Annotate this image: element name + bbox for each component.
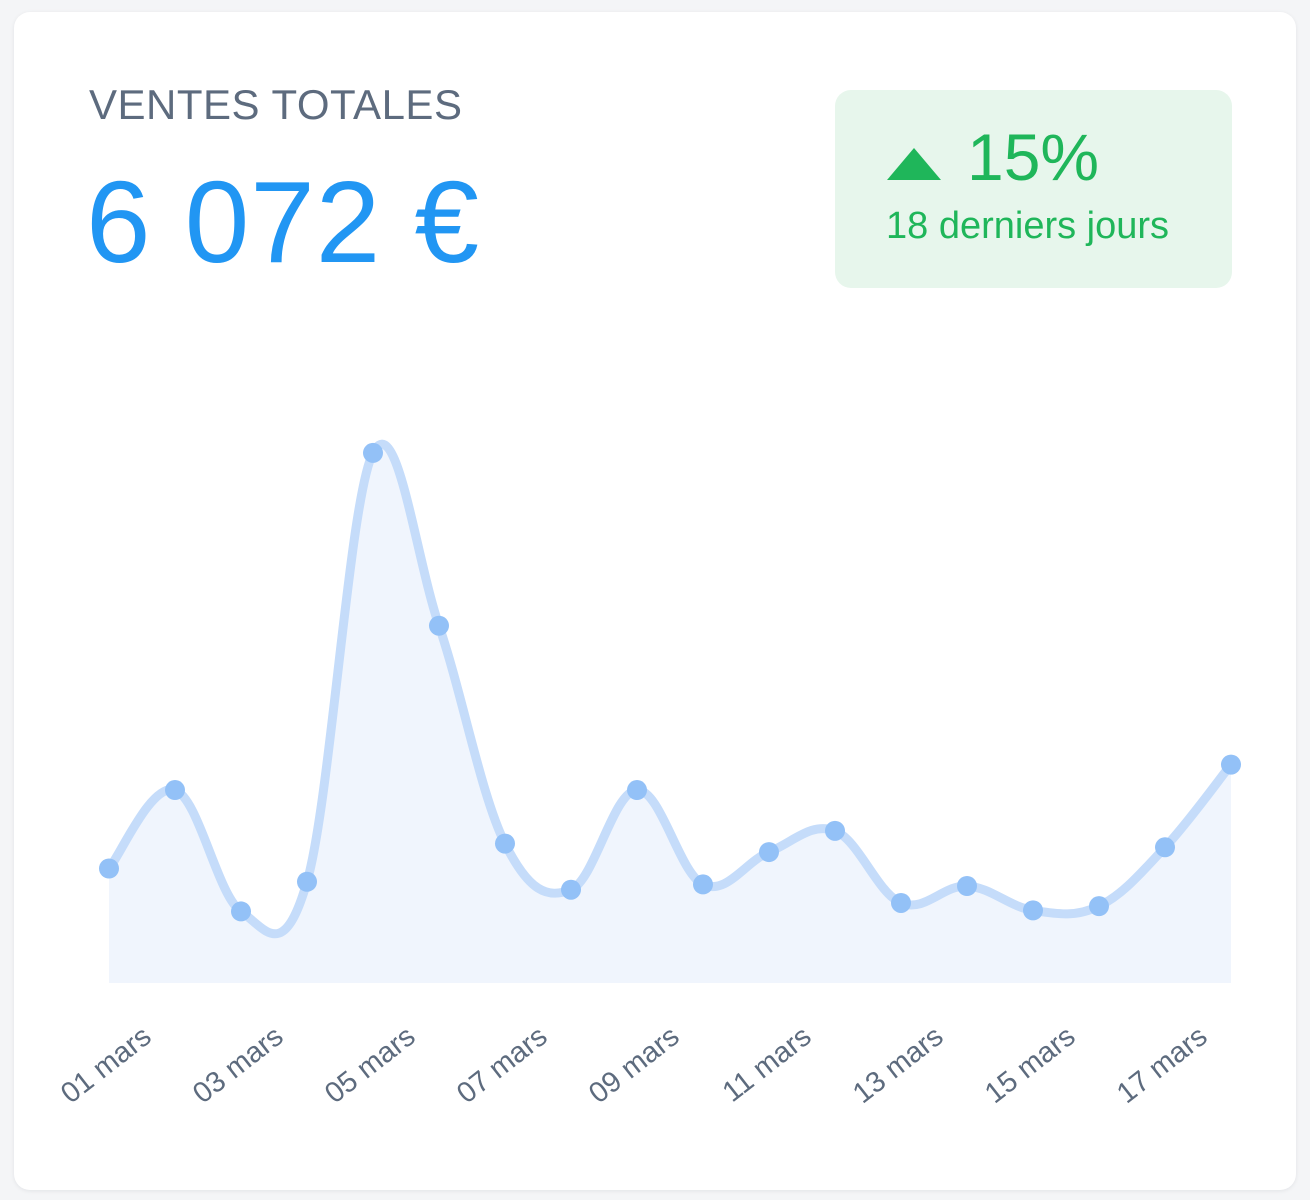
growth-badge: 15% 18 derniers jours [835, 90, 1232, 288]
data-point-01-mars[interactable] [99, 858, 119, 879]
data-point-12-mars[interactable] [825, 820, 845, 841]
x-tick-label: 07 mars [451, 1020, 553, 1110]
data-point-15-mars[interactable] [1023, 900, 1043, 921]
data-point-13-mars[interactable] [891, 892, 911, 913]
sales-card: VENTES TOTALES 6 072 € 15% 18 derniers j… [14, 12, 1296, 1190]
growth-period: 18 derniers jours [886, 205, 1170, 247]
x-tick-label: 05 mars [319, 1020, 421, 1110]
arrow-up-icon [887, 148, 941, 180]
x-tick-label: 11 mars [717, 1020, 818, 1108]
x-tick-label: 03 mars [187, 1020, 289, 1110]
data-point-11-mars[interactable] [759, 842, 779, 863]
total-sales-value: 6 072 € [86, 157, 481, 287]
data-point-07-mars[interactable] [495, 833, 515, 854]
sales-line [104, 439, 1236, 939]
data-point-16-mars[interactable] [1089, 896, 1109, 917]
data-point-04-mars[interactable] [297, 871, 317, 892]
x-tick-label: 01 mars [55, 1020, 157, 1110]
data-point-09-mars[interactable] [627, 780, 647, 801]
data-point-17-mars[interactable] [1155, 837, 1175, 858]
data-point-05-mars[interactable] [363, 442, 383, 463]
data-point-03-mars[interactable] [231, 901, 251, 922]
data-point-18-mars[interactable] [1221, 754, 1241, 775]
x-tick-label: 15 mars [979, 1020, 1081, 1110]
x-tick-label: 09 mars [583, 1020, 685, 1110]
data-point-10-mars[interactable] [693, 874, 713, 895]
growth-percent: 15% [967, 120, 1100, 194]
data-point-14-mars[interactable] [957, 875, 977, 896]
data-point-02-mars[interactable] [165, 780, 185, 801]
x-tick-label: 13 mars [847, 1020, 949, 1110]
data-point-06-mars[interactable] [429, 615, 449, 636]
card-title: VENTES TOTALES [89, 81, 463, 128]
data-point-08-mars[interactable] [561, 879, 581, 900]
sales-area-fill [109, 444, 1231, 984]
x-tick-label: 17 mars [1111, 1020, 1213, 1110]
